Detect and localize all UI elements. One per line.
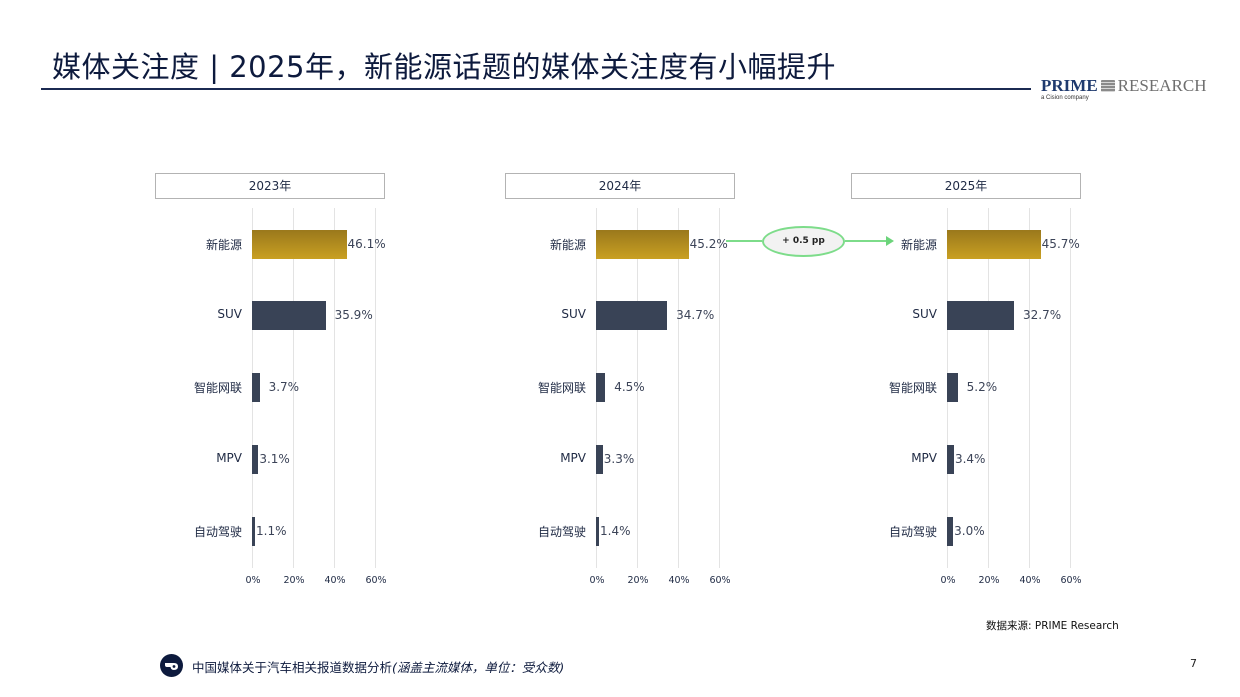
whistle-icon [160, 654, 183, 677]
bar [596, 230, 689, 259]
gridline [375, 208, 376, 568]
delta-connector-left [726, 240, 762, 242]
footer-caption: 中国媒体关于汽车相关报道数据分析(涵盖主流媒体，单位：受众数) [192, 657, 564, 676]
data-source: 数据来源: PRIME Research [986, 620, 1119, 632]
gridline [1070, 208, 1071, 568]
gridline [1029, 208, 1030, 568]
axis-tick-label: 60% [1060, 575, 1082, 586]
bar [252, 445, 259, 474]
category-label: SUV [217, 307, 242, 321]
bar-chart-2023: 0% 20% 40% 60% 新能源 46.1% SUV 35.9% 智能网联 3.7% MPV 3.… [155, 208, 387, 593]
value-label: 46.1% [347, 237, 386, 251]
value-label: 3.0% [954, 524, 985, 538]
value-label: 3.7% [268, 380, 300, 394]
value-label: 32.7% [1023, 308, 1062, 322]
bar [947, 517, 954, 546]
bar [596, 373, 606, 402]
category-label: SUV [561, 307, 586, 321]
axis-tick-label: 0% [940, 575, 956, 586]
gridline [334, 208, 335, 568]
bar [252, 373, 260, 402]
bar [596, 301, 668, 330]
bar [947, 373, 958, 402]
value-label: 3.3% [603, 452, 635, 466]
category-label: 自动驾驶 [193, 525, 242, 539]
axis-tick-label: 0% [245, 575, 261, 586]
page-number: 7 [1190, 657, 1197, 670]
value-label: 45.2% [689, 237, 728, 251]
delta-callout: + 0.5 pp [762, 226, 845, 257]
value-label: 1.4% [600, 524, 631, 538]
book-icon [1100, 80, 1115, 92]
prime-research-logo: PRIME RESEARCH a Cision company [1041, 76, 1206, 101]
category-label: MPV [560, 451, 586, 465]
axis-tick-label: 20% [283, 575, 305, 586]
bar [947, 445, 954, 474]
logo-research-text: RESEARCH [1117, 76, 1207, 95]
category-label: 新能源 [900, 238, 937, 252]
value-label: 5.2% [966, 380, 998, 394]
bar [596, 517, 599, 546]
gridline [719, 208, 720, 568]
value-label: 34.7% [676, 308, 715, 322]
category-label: 新能源 [549, 238, 586, 252]
bar [947, 301, 1015, 330]
category-label: 智能网联 [193, 381, 242, 395]
panel-header-2023: 2023年 [155, 173, 385, 199]
category-label: 智能网联 [537, 381, 586, 395]
bar [596, 445, 603, 474]
category-label: 智能网联 [888, 381, 937, 395]
footer-caption-main: 中国媒体关于汽车相关报道数据分析 [192, 660, 393, 675]
category-label: MPV [216, 451, 242, 465]
logo-subtitle: a Cision company [1041, 95, 1089, 101]
delta-connector-right [845, 240, 887, 242]
axis-tick-label: 40% [668, 575, 690, 586]
category-label: MPV [911, 451, 937, 465]
bar [252, 517, 255, 546]
axis-tick-label: 0% [589, 575, 605, 586]
value-label: 1.1% [256, 524, 287, 538]
axis-tick-label: 40% [1019, 575, 1041, 586]
bar [252, 230, 347, 259]
panel-header-2024: 2024年 [505, 173, 735, 199]
axis-tick-label: 60% [709, 575, 731, 586]
value-label: 3.1% [259, 452, 290, 466]
axis-tick-label: 20% [627, 575, 649, 586]
bar [947, 230, 1041, 259]
logo-prime-text: PRIME [1041, 76, 1098, 95]
value-label: 35.9% [334, 308, 373, 322]
category-label: 自动驾驶 [537, 525, 586, 539]
value-label: 4.5% [614, 380, 645, 394]
gridline [293, 208, 294, 568]
page-title: 媒体关注度 | 2025年，新能源话题的媒体关注度有小幅提升 [52, 50, 837, 84]
arrow-right-icon [886, 236, 894, 246]
category-label: SUV [912, 307, 937, 321]
axis-tick-label: 20% [978, 575, 1000, 586]
gridline [988, 208, 989, 568]
category-label: 新能源 [205, 238, 242, 252]
panel-header-2025: 2025年 [851, 173, 1081, 199]
axis-tick-label: 60% [365, 575, 387, 586]
footer-caption-note: (涵盖主流媒体，单位：受众数) [392, 660, 565, 675]
axis-tick-label: 40% [324, 575, 346, 586]
bar [252, 301, 326, 330]
title-divider [41, 88, 1031, 90]
gridline [637, 208, 638, 568]
bar-chart-2025: 0% 20% 40% 60% 新能源 45.7% SUV 32.7% 智能网联 5.2% MPV 3.… [851, 208, 1082, 593]
category-label: 自动驾驶 [888, 525, 937, 539]
bar-chart-2024: 0% 20% 40% 60% 新能源 45.2% SUV 34.7% 智能网联 4.5% MPV 3.… [505, 208, 735, 593]
gridline [678, 208, 679, 568]
value-label: 3.4% [954, 452, 986, 466]
value-label: 45.7% [1041, 237, 1080, 251]
